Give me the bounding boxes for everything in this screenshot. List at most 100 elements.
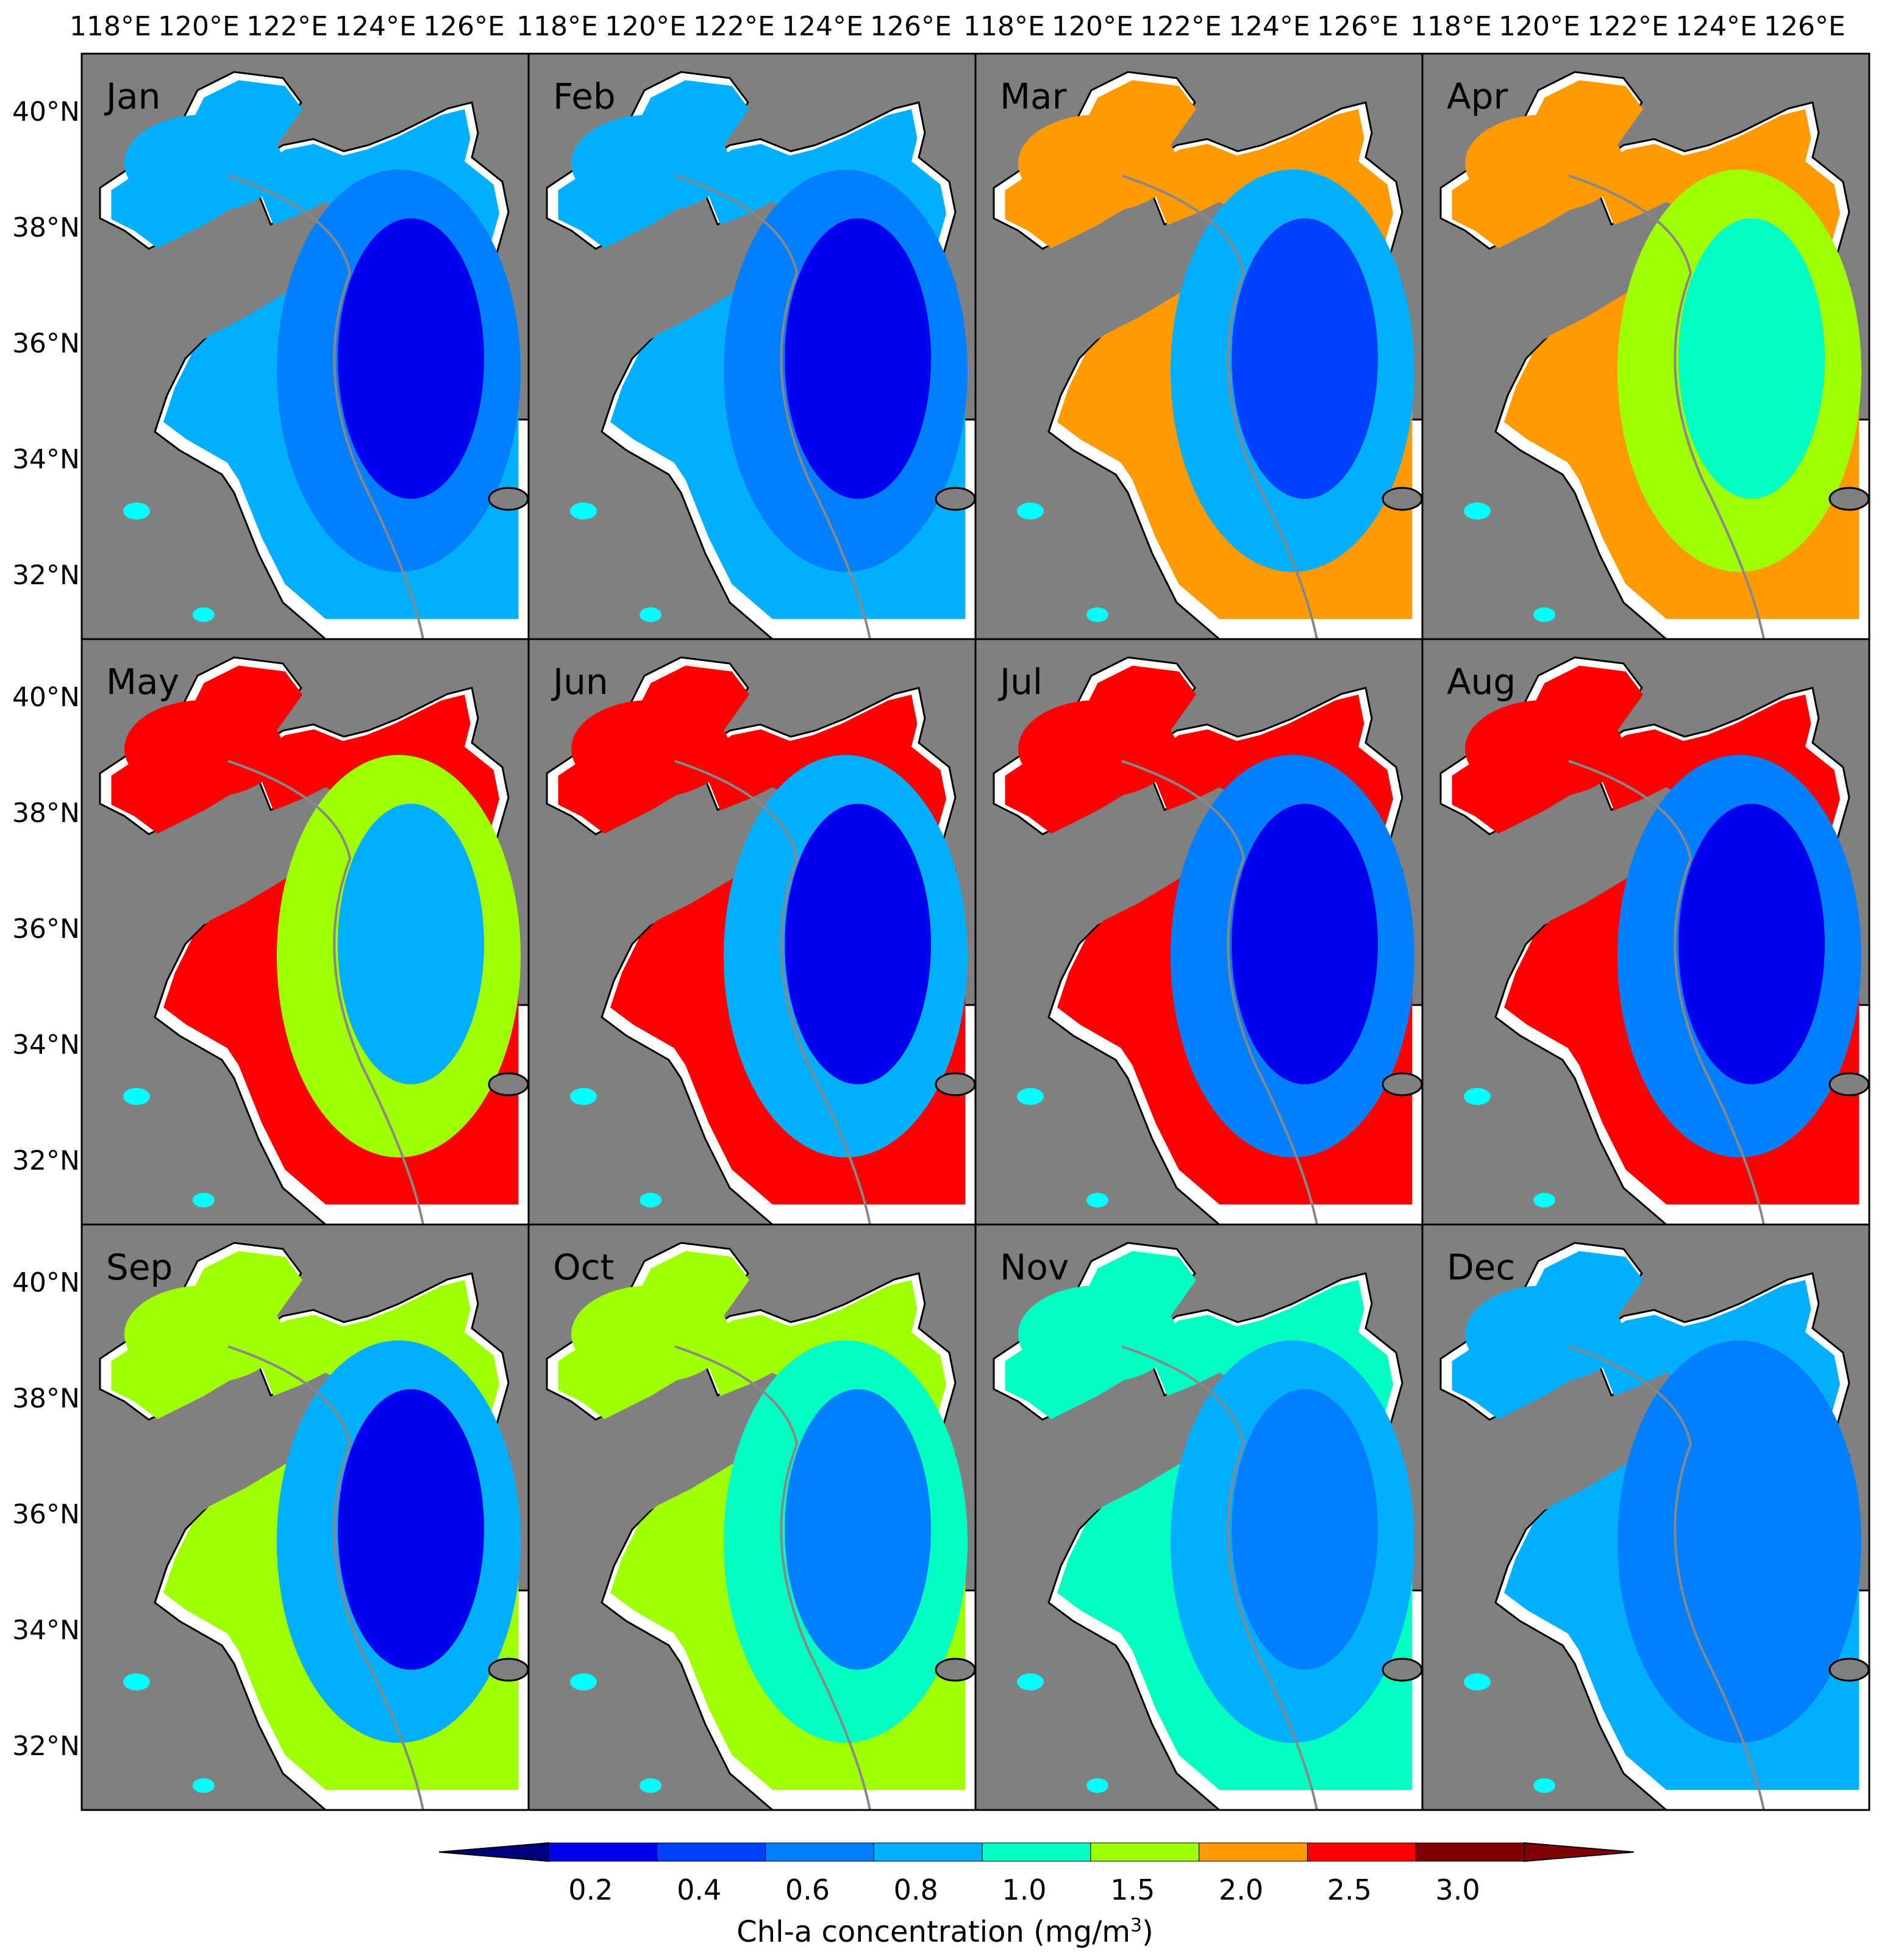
- colorbar-segment: [1199, 1842, 1308, 1862]
- month-label: Sep: [106, 1246, 173, 1288]
- chl-core: [785, 804, 931, 1084]
- lake: [193, 607, 215, 622]
- lon-tick-label: 120°E: [1052, 11, 1133, 42]
- chl-core: [1232, 804, 1378, 1084]
- lon-tick-label: 124°E: [1228, 11, 1310, 42]
- colorbar-tick-label: 1.5: [1110, 1873, 1155, 1906]
- colorbar-tick-label: 0.6: [785, 1873, 830, 1906]
- lake: [193, 1778, 215, 1793]
- map-panel-jun: [527, 638, 977, 1226]
- lat-tick-label: 40°N: [12, 682, 80, 713]
- colorbar-segment: [1090, 1842, 1200, 1862]
- isobath-line: [674, 1345, 871, 1810]
- colorbar-tick-label: 2.5: [1327, 1873, 1372, 1906]
- lake: [123, 503, 150, 520]
- map-panel-sep: [80, 1223, 530, 1811]
- jeju-island: [935, 1072, 975, 1096]
- chl-core: [1232, 1389, 1378, 1670]
- colorbar-title-part: ): [1142, 1915, 1154, 1949]
- lon-tick-label: 120°E: [605, 11, 686, 42]
- lake: [640, 1778, 661, 1793]
- month-label: Apr: [1447, 76, 1508, 117]
- lake: [1086, 1193, 1108, 1207]
- lake: [570, 503, 597, 520]
- lon-tick-label: 122°E: [246, 11, 328, 42]
- lon-tick-label: 124°E: [1675, 11, 1757, 42]
- jeju-island: [488, 1072, 529, 1096]
- chl-core: [1678, 1389, 1825, 1670]
- lake: [1017, 503, 1044, 520]
- chl-bohai: [571, 1286, 730, 1383]
- chl-bohai: [124, 700, 283, 798]
- lat-tick-label: 34°N: [12, 444, 80, 475]
- chl-bohai: [1465, 700, 1624, 798]
- chl-core: [338, 1389, 484, 1670]
- chl-core: [1678, 218, 1825, 499]
- lon-tick-label: 120°E: [1499, 11, 1580, 42]
- jeju-island: [488, 487, 529, 511]
- lon-tick-label: 118°E: [70, 11, 151, 42]
- jeju-island: [935, 1658, 975, 1682]
- jeju-island: [1828, 487, 1869, 511]
- colorbar-segment: [982, 1842, 1091, 1862]
- lon-tick-label: 118°E: [963, 11, 1045, 42]
- colorbar-tick-label: 1.0: [1002, 1873, 1047, 1906]
- isobath-line: [1568, 1345, 1765, 1810]
- lake: [1533, 607, 1555, 622]
- lake: [1533, 1193, 1555, 1207]
- chl-bohai: [124, 115, 283, 212]
- colorbar-segment: [1415, 1842, 1525, 1862]
- lon-tick-label: 118°E: [1410, 11, 1492, 42]
- lake: [640, 607, 661, 622]
- isobath-line: [227, 1345, 424, 1810]
- lake: [1464, 1088, 1491, 1105]
- lat-tick-label: 38°N: [12, 798, 80, 829]
- chl-core: [1232, 218, 1378, 499]
- lake: [570, 1088, 597, 1105]
- chl-bohai: [1465, 1286, 1624, 1383]
- chl-bohai: [571, 115, 730, 212]
- jeju-island: [1828, 1658, 1869, 1682]
- lon-tick-label: 124°E: [782, 11, 863, 42]
- lon-tick-label: 126°E: [1317, 11, 1399, 42]
- colorbar-title-part: Chl-a concentration (mg/m: [736, 1915, 1131, 1949]
- map-panel-mar: [974, 52, 1424, 640]
- month-label: Aug: [1447, 661, 1516, 703]
- chl-core: [338, 804, 484, 1084]
- chl-core: [785, 1389, 931, 1670]
- lat-tick-label: 38°N: [12, 1383, 80, 1414]
- isobath-line: [1568, 760, 1765, 1225]
- colorbar-title-part: 3: [1130, 1915, 1143, 1936]
- colorbar-tick-label: 3.0: [1435, 1873, 1480, 1906]
- lat-tick-label: 38°N: [12, 212, 80, 243]
- chl-bohai: [124, 1286, 283, 1383]
- lat-tick-label: 40°N: [12, 1267, 80, 1298]
- lake: [1017, 1673, 1044, 1690]
- lon-tick-label: 126°E: [870, 11, 952, 42]
- month-label: Dec: [1447, 1246, 1516, 1288]
- isobath-line: [1121, 760, 1318, 1225]
- map-panel-jan: [80, 52, 530, 640]
- isobath-line: [1121, 1345, 1318, 1810]
- map-panel-feb: [527, 52, 977, 640]
- map-panel-nov: [974, 1223, 1424, 1811]
- lake: [1017, 1088, 1044, 1105]
- isobath-line: [1121, 174, 1318, 639]
- lat-tick-label: 34°N: [12, 1029, 80, 1060]
- colorbar-tick-label: 2.0: [1218, 1873, 1264, 1906]
- colorbar-title: Chl-a concentration (mg/m3): [736, 1915, 1154, 1949]
- lon-tick-label: 122°E: [693, 11, 775, 42]
- lat-tick-label: 32°N: [12, 1145, 80, 1176]
- colorbar-segment: [765, 1842, 874, 1862]
- lake: [1086, 1778, 1108, 1793]
- colorbar-segment: [657, 1842, 766, 1862]
- chl-core: [1678, 804, 1825, 1084]
- chl-bohai: [1018, 115, 1177, 212]
- map-panel-apr: [1421, 52, 1870, 640]
- lat-tick-label: 32°N: [12, 560, 80, 591]
- isobath-line: [674, 760, 871, 1225]
- colorbar-tick-label: 0.4: [677, 1873, 722, 1906]
- lon-tick-label: 122°E: [1140, 11, 1222, 42]
